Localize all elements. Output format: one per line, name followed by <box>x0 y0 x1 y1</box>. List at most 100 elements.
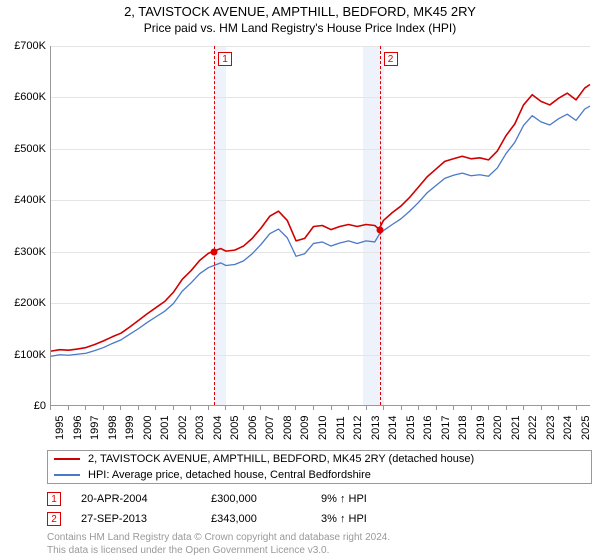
x-tick-label: 2009 <box>299 416 311 440</box>
sales-row: 1 20-APR-2004£300,0009% ↑ HPI <box>47 490 592 508</box>
x-tick-mark <box>558 406 559 410</box>
legend-swatch <box>54 458 80 460</box>
x-tick-mark <box>155 406 156 410</box>
title-block: 2, TAVISTOCK AVENUE, AMPTHILL, BEDFORD, … <box>0 4 600 35</box>
x-tick-mark <box>243 406 244 410</box>
x-tick-mark <box>523 406 524 410</box>
x-tick-label: 2020 <box>492 416 504 440</box>
x-tick-mark <box>541 406 542 410</box>
sales-badge: 1 <box>47 492 61 506</box>
y-tick-label: £600K <box>14 91 46 103</box>
x-tick-label: 2024 <box>562 416 574 440</box>
sale-marker-badge: 2 <box>384 52 398 66</box>
y-tick-label: £700K <box>14 40 46 52</box>
x-tick-mark <box>173 406 174 410</box>
footnote-line1: Contains HM Land Registry data © Crown c… <box>47 532 390 545</box>
x-tick-mark <box>68 406 69 410</box>
x-tick-label: 2002 <box>177 416 189 440</box>
chart-plot-area: 12 <box>50 46 590 406</box>
sale-marker-badge: 1 <box>218 52 232 66</box>
legend-row: 2, TAVISTOCK AVENUE, AMPTHILL, BEDFORD, … <box>48 451 591 467</box>
sales-price: £300,000 <box>211 493 321 505</box>
sales-badge: 2 <box>47 512 61 526</box>
legend-row: HPI: Average price, detached house, Cent… <box>48 467 591 483</box>
legend-label: 2, TAVISTOCK AVENUE, AMPTHILL, BEDFORD, … <box>88 453 474 465</box>
x-tick-label: 2000 <box>142 416 154 440</box>
y-tick-label: £300K <box>14 246 46 258</box>
x-tick-mark <box>208 406 209 410</box>
x-tick-label: 2008 <box>282 416 294 440</box>
x-tick-mark <box>260 406 261 410</box>
x-tick-mark <box>401 406 402 410</box>
x-tick-label: 2018 <box>457 416 469 440</box>
x-tick-label: 1995 <box>54 416 66 440</box>
x-tick-label: 2007 <box>264 416 276 440</box>
sales-hpi: 3% ↑ HPI <box>321 513 411 525</box>
x-tick-mark <box>295 406 296 410</box>
page-root: 2, TAVISTOCK AVENUE, AMPTHILL, BEDFORD, … <box>0 0 600 560</box>
sales-hpi: 9% ↑ HPI <box>321 493 411 505</box>
x-tick-mark <box>103 406 104 410</box>
y-tick-label: £500K <box>14 143 46 155</box>
x-tick-mark <box>313 406 314 410</box>
x-tick-label: 2003 <box>194 416 206 440</box>
x-tick-mark <box>366 406 367 410</box>
sale-marker-line <box>214 46 215 405</box>
x-tick-mark <box>506 406 507 410</box>
x-tick-label: 2016 <box>422 416 434 440</box>
footnote-line2: This data is licensed under the Open Gov… <box>47 545 390 558</box>
x-tick-mark <box>488 406 489 410</box>
x-tick-mark <box>138 406 139 410</box>
series-line-property_price <box>51 84 590 351</box>
x-tick-label: 2004 <box>212 416 224 440</box>
x-tick-mark <box>471 406 472 410</box>
x-tick-label: 2005 <box>229 416 241 440</box>
series-svg <box>51 46 590 405</box>
x-tick-label: 2014 <box>387 416 399 440</box>
x-tick-label: 2015 <box>405 416 417 440</box>
legend-swatch <box>54 474 80 476</box>
x-tick-label: 2011 <box>335 416 347 440</box>
x-tick-mark <box>383 406 384 410</box>
sales-table: 1 20-APR-2004£300,0009% ↑ HPI 227-SEP-2013… <box>47 490 592 530</box>
x-tick-mark <box>576 406 577 410</box>
x-tick-mark <box>278 406 279 410</box>
sale-marker-dot <box>376 226 383 233</box>
sales-price: £343,000 <box>211 513 321 525</box>
chart-subtitle: Price paid vs. HM Land Registry's House … <box>0 21 600 35</box>
x-tick-mark <box>436 406 437 410</box>
x-tick-label: 2010 <box>317 416 329 440</box>
x-tick-label: 2012 <box>352 416 364 440</box>
x-tick-label: 1996 <box>72 416 84 440</box>
sales-row: 227-SEP-2013£343,0003% ↑ HPI <box>47 510 592 528</box>
x-tick-label: 1998 <box>107 416 119 440</box>
x-tick-label: 2021 <box>510 416 522 440</box>
y-tick-label: £0 <box>34 400 46 412</box>
x-tick-label: 2023 <box>545 416 557 440</box>
x-tick-mark <box>331 406 332 410</box>
x-tick-mark <box>418 406 419 410</box>
x-tick-mark <box>120 406 121 410</box>
x-tick-mark <box>50 406 51 410</box>
x-tick-label: 2022 <box>527 416 539 440</box>
x-tick-mark <box>190 406 191 410</box>
x-tick-mark <box>85 406 86 410</box>
sales-date: 20-APR-2004 <box>81 493 211 505</box>
x-tick-label: 1997 <box>89 416 101 440</box>
y-tick-label: £200K <box>14 297 46 309</box>
x-tick-label: 2017 <box>440 416 452 440</box>
y-tick-label: £400K <box>14 194 46 206</box>
x-tick-label: 2006 <box>247 416 259 440</box>
x-tick-label: 1999 <box>124 416 136 440</box>
x-tick-label: 2001 <box>159 416 171 440</box>
series-line-hpi <box>51 106 590 356</box>
x-tick-mark <box>225 406 226 410</box>
y-tick-label: £100K <box>14 349 46 361</box>
x-tick-label: 2019 <box>475 416 487 440</box>
x-tick-label: 2025 <box>580 416 592 440</box>
x-tick-mark <box>348 406 349 410</box>
chart-title: 2, TAVISTOCK AVENUE, AMPTHILL, BEDFORD, … <box>0 4 600 19</box>
x-tick-mark <box>453 406 454 410</box>
x-tick-label: 2013 <box>370 416 382 440</box>
sale-marker-dot <box>211 248 218 255</box>
